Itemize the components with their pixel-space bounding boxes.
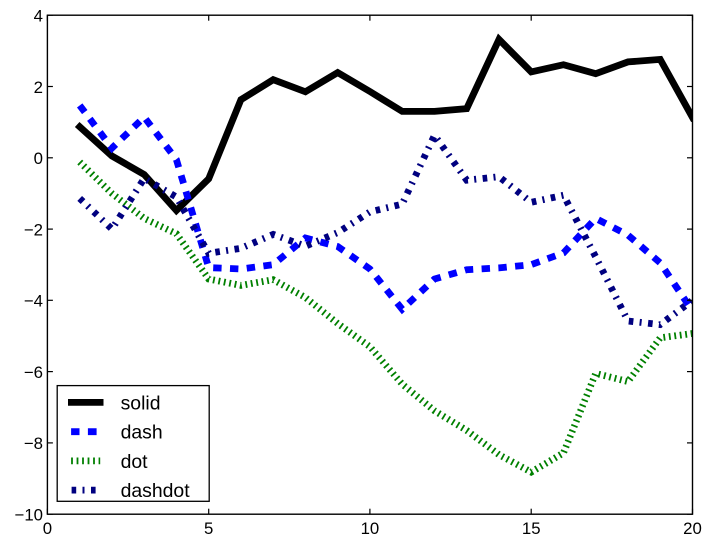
svg-text:−6: −6 [24,363,43,382]
svg-text:20: 20 [683,519,702,538]
svg-text:15: 15 [522,519,541,538]
svg-text:−8: −8 [24,434,43,453]
svg-text:solid: solid [121,392,161,414]
svg-text:dashdot: dashdot [121,480,191,502]
svg-text:−4: −4 [24,292,43,311]
svg-text:2: 2 [34,78,43,97]
svg-text:10: 10 [361,519,380,538]
svg-text:5: 5 [204,519,213,538]
svg-text:0: 0 [34,149,43,168]
svg-text:−2: −2 [24,220,43,239]
svg-text:0: 0 [43,519,52,538]
svg-text:−10: −10 [15,506,43,525]
svg-text:dash: dash [121,422,163,444]
svg-text:dot: dot [121,451,149,473]
svg-text:4: 4 [34,7,43,26]
